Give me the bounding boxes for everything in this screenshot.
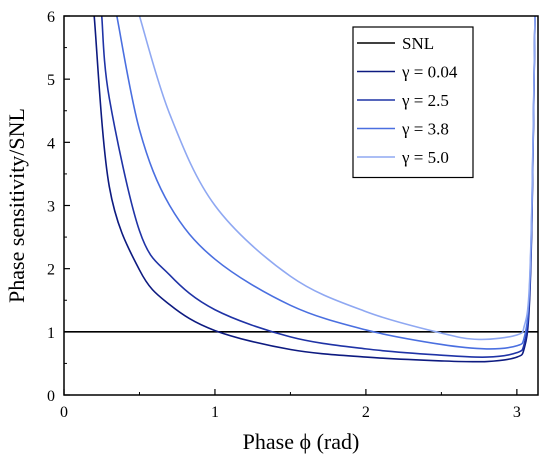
x-tick-label-0: 0 xyxy=(60,404,68,421)
legend-label-2: γ = 2.5 xyxy=(401,91,449,110)
y-tick-label-5: 5 xyxy=(47,72,55,89)
legend-label-4: γ = 5.0 xyxy=(401,148,449,167)
y-tick-label-3: 3 xyxy=(47,199,55,216)
legend-label-0: SNL xyxy=(402,34,434,53)
series-line-4 xyxy=(138,16,536,341)
x-axis-title: Phase ϕ (rad) xyxy=(243,429,360,454)
legend-label-3: γ = 3.8 xyxy=(401,120,449,139)
legend-box xyxy=(352,26,474,179)
plot-area xyxy=(64,16,538,363)
legend: SNL γ = 0.04 γ = 2.5 γ = 3.8 γ = 5.0 xyxy=(352,26,474,179)
x-tick-label-3: 3 xyxy=(513,404,521,421)
axes: 0 1 2 3 0 1 2 3 4 5 6 xyxy=(47,9,539,421)
y-tick-label-2: 2 xyxy=(47,262,55,279)
y-axis-title: Phase sensitivity/SNL xyxy=(4,108,29,303)
x-tick-label-1: 1 xyxy=(211,404,219,421)
y-tick-label-0: 0 xyxy=(47,388,55,405)
legend-label-1: γ = 0.04 xyxy=(401,63,458,82)
x-tick-label-2: 2 xyxy=(362,404,370,421)
series-group xyxy=(64,16,538,363)
y-tick-label-6: 6 xyxy=(47,9,55,26)
y-tick-label-1: 1 xyxy=(47,325,55,342)
y-tick-label-4: 4 xyxy=(47,135,55,152)
